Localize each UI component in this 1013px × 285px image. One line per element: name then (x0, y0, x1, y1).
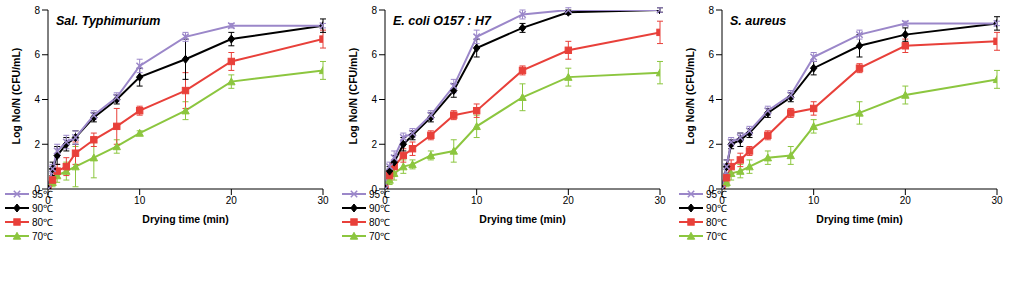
svg-text:0: 0 (45, 195, 51, 206)
svg-text:2: 2 (34, 139, 40, 150)
svg-text:Drying time (min): Drying time (min) (816, 213, 902, 225)
svg-text:6: 6 (371, 49, 377, 60)
svg-text:Drying time (min): Drying time (min) (479, 213, 565, 225)
svg-text:30: 30 (654, 195, 666, 206)
svg-text:Log No/N (CFU/mL): Log No/N (CFU/mL) (684, 48, 696, 145)
svg-text:Drying time (min): Drying time (min) (142, 213, 228, 225)
svg-text:20: 20 (226, 195, 238, 206)
svg-text:30: 30 (317, 195, 329, 206)
svg-text:6: 6 (34, 49, 40, 60)
svg-text:10: 10 (808, 195, 820, 206)
svg-text:10: 10 (471, 195, 483, 206)
svg-text:30: 30 (991, 195, 1003, 206)
svg-text:10: 10 (134, 195, 146, 206)
svg-text:0: 0 (708, 184, 714, 195)
svg-text:2: 2 (371, 139, 377, 150)
svg-text:2: 2 (708, 139, 714, 150)
svg-text:Log No/N (CFU/mL): Log No/N (CFU/mL) (10, 48, 22, 145)
svg-text:Log No/N (CFU/mL): Log No/N (CFU/mL) (347, 48, 359, 145)
svg-text:20: 20 (563, 195, 575, 206)
svg-text:6: 6 (708, 49, 714, 60)
svg-text:8: 8 (371, 5, 377, 16)
svg-text:8: 8 (708, 5, 714, 16)
svg-text:0: 0 (719, 195, 725, 206)
svg-text:20: 20 (900, 195, 912, 206)
svg-text:4: 4 (34, 94, 40, 105)
svg-text:8: 8 (34, 5, 40, 16)
svg-text:0: 0 (34, 184, 40, 195)
svg-text:0: 0 (382, 195, 388, 206)
svg-text:4: 4 (708, 94, 714, 105)
svg-text:0: 0 (371, 184, 377, 195)
svg-text:4: 4 (371, 94, 377, 105)
